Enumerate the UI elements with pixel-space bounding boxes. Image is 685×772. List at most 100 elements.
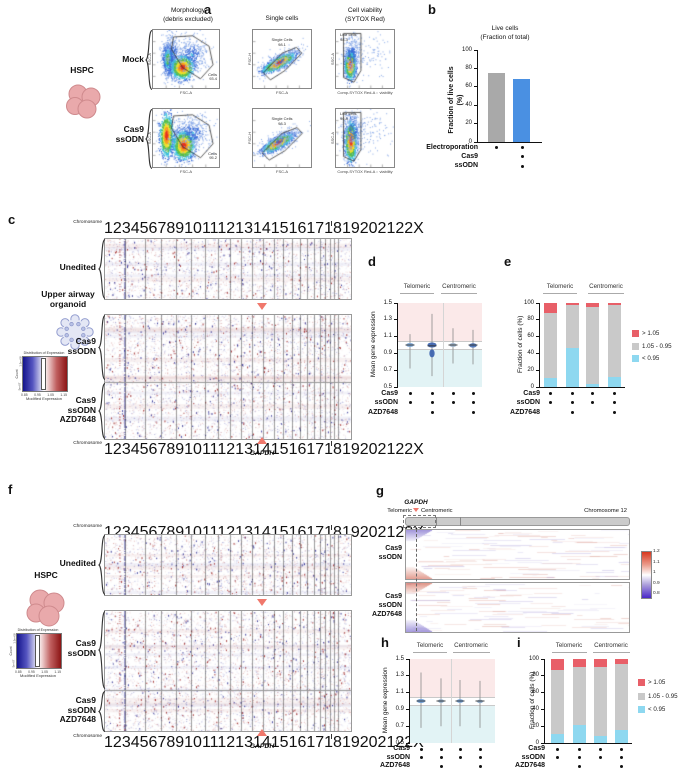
chromosome-tick-label: 6 (148, 524, 158, 541)
sample-label-organoid: Upper airway organoid (24, 289, 112, 309)
gate-label: Live cells 96.8 (340, 111, 357, 121)
legend-swatch-lt (638, 706, 645, 713)
condition-dot (408, 392, 412, 396)
threshold-line-upper (410, 696, 495, 698)
chromosome-tick-label: 3 (121, 441, 131, 458)
heatmap-canvas (105, 535, 351, 595)
chromosome-tick-label: 22 (395, 734, 414, 751)
g-colorscale-tick: 0.9 (653, 580, 660, 586)
condition-dot (549, 392, 552, 396)
gapdh-marker-triangle-g (412, 507, 419, 512)
chromosome-tick-label: 9 (175, 220, 185, 237)
condition-dot (439, 747, 443, 751)
legend-swatch-gt (638, 679, 645, 686)
group-header-telomeric-i: Telomeric (555, 642, 583, 649)
threshold-line-lower (398, 349, 482, 351)
chromosome-tick-label: 4 (130, 524, 140, 541)
flow-scatter-canvas (153, 109, 219, 167)
chromosome-tick-label: 1 (104, 524, 113, 541)
flow-y-axis-label: SSC-A (330, 131, 335, 145)
chart-title-line: (Fraction of total) (480, 33, 530, 41)
y-tick-mark (536, 319, 540, 321)
y-tick-mark (474, 49, 478, 51)
y-tick-label: 40 (465, 101, 472, 108)
g-row-label-cas9-ssodn: Cas9 ssODN (378, 545, 402, 561)
g-colorscale-tick: 0.8 (653, 591, 660, 596)
chromosome-tick-label: 10 (184, 734, 202, 751)
y-tick-mark (536, 302, 540, 304)
condition-dot (521, 155, 524, 159)
region-below-threshold (398, 349, 482, 387)
y-axis-line (477, 50, 478, 142)
y-tick-label: 100 (461, 46, 472, 53)
flow-plot-mock-single-cells: FSC-H FSC-A Single Cells 98.1 (247, 29, 312, 95)
y-tick-label: 0 (530, 383, 534, 390)
y-tick-label: 80 (465, 64, 472, 71)
chromosome-tick-label: 18 (324, 734, 342, 751)
condition-dot (430, 410, 434, 414)
chromosome-tick-label: 2 (112, 220, 122, 237)
heatmap-edited-organoid (104, 314, 352, 440)
heatmap-row-label-unedited: Unedited (59, 262, 96, 272)
condition-row-label: ssODN (454, 162, 478, 170)
flow-plot-cas9-morphology: SSC-A FSC-A Cells 95.2 (147, 108, 220, 174)
condition-row-label: ssODN (386, 753, 410, 761)
condition-dot (556, 756, 559, 760)
flow-x-axis-label: FSC-A (276, 169, 288, 174)
heatmap-row-label-unedited: Unedited (59, 558, 96, 568)
condition-dot (430, 392, 434, 396)
y-tick-mark (394, 302, 398, 304)
y-tick-mark (536, 352, 540, 354)
y-tick-label: 20 (532, 722, 539, 729)
chromosome-tick-label: 18 (324, 220, 342, 237)
y-tick-label: 1.5 (395, 655, 404, 662)
chromosome-tick-label: 15 (270, 220, 289, 237)
live-cells-bar (488, 73, 505, 142)
brace-f-cas9-ssodn (98, 611, 106, 689)
header-line: (SYTOX Red) (345, 15, 385, 23)
violins-svg (416, 672, 485, 728)
condition-row-label: AZD7648 (380, 762, 410, 770)
condition-row-label: Electroporation (426, 144, 478, 151)
threshold-line-upper (398, 340, 482, 342)
group-underline (543, 293, 577, 294)
y-tick-label: 0 (468, 138, 472, 145)
expression-colorbar-f: Distribution of Expression Count 1.5e+08… (8, 628, 70, 678)
segment-above-105 (551, 659, 564, 670)
segment-095-105 (573, 666, 586, 725)
row-label-line: Cas9 (123, 124, 144, 134)
condition-dot (599, 756, 602, 760)
brace-f-unedited (98, 535, 106, 595)
y-axis-line (544, 659, 545, 743)
flow-y-axis-label: FSC-H (247, 131, 252, 145)
y-tick-mark (536, 386, 540, 388)
chromosome-tick-label: 22 (395, 441, 414, 458)
y-tick-label: 0.5 (395, 739, 404, 746)
g-colorscale-tick: 1.2 (653, 549, 660, 554)
brace-cas9-ssodn (145, 109, 153, 169)
chromosome-tick-label: 16 (288, 441, 307, 458)
legend-label: 1.05 - 0.95 (648, 692, 678, 700)
segment-095-105 (608, 304, 621, 377)
chromosome-tick-label: 4 (130, 220, 140, 237)
condition-row-label: Cas9 (381, 390, 398, 397)
segment-below-095 (566, 347, 579, 387)
chromosome-tick-label: 17 (306, 441, 325, 458)
y-tick-label: 40 (527, 349, 534, 356)
condition-dot (471, 392, 475, 396)
group-header-telomeric-e: Telomeric (546, 283, 574, 290)
violins-svg (405, 313, 478, 377)
gapdh-gene-label-f: GAPDH (249, 743, 275, 750)
colorbar-gradient (22, 356, 68, 392)
chromosome-tick-label: 16 (288, 220, 307, 237)
condition-dot (471, 401, 475, 405)
segment-095-105 (594, 667, 607, 737)
condition-dot (556, 747, 559, 751)
condition-dot (458, 756, 462, 760)
condition-dot (620, 765, 623, 768)
gate-label: Cells 93.4 (208, 71, 217, 82)
organoid-icon (56, 314, 94, 350)
chromosome-tick-label: 14 (252, 441, 271, 458)
legend-label: < 0.95 (648, 706, 666, 713)
chromosome-tick-label: 6 (148, 441, 158, 458)
